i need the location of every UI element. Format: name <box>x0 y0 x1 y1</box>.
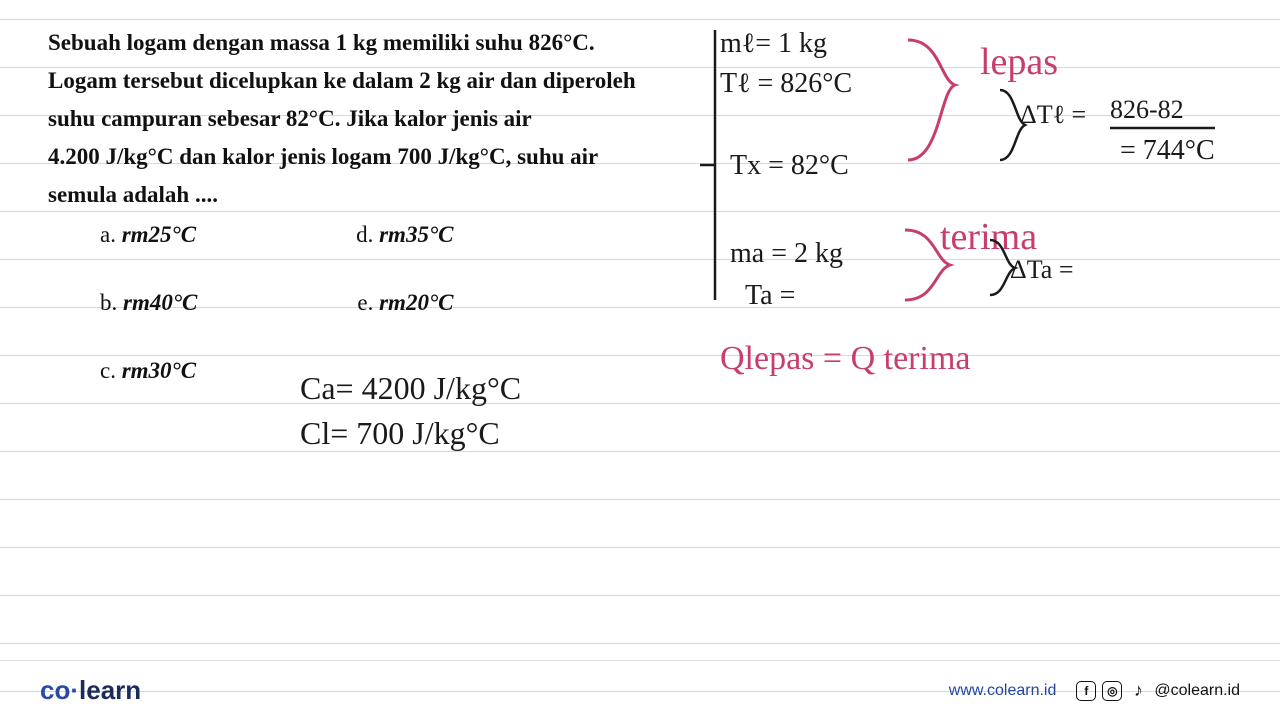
bracket-lines <box>0 0 1280 720</box>
